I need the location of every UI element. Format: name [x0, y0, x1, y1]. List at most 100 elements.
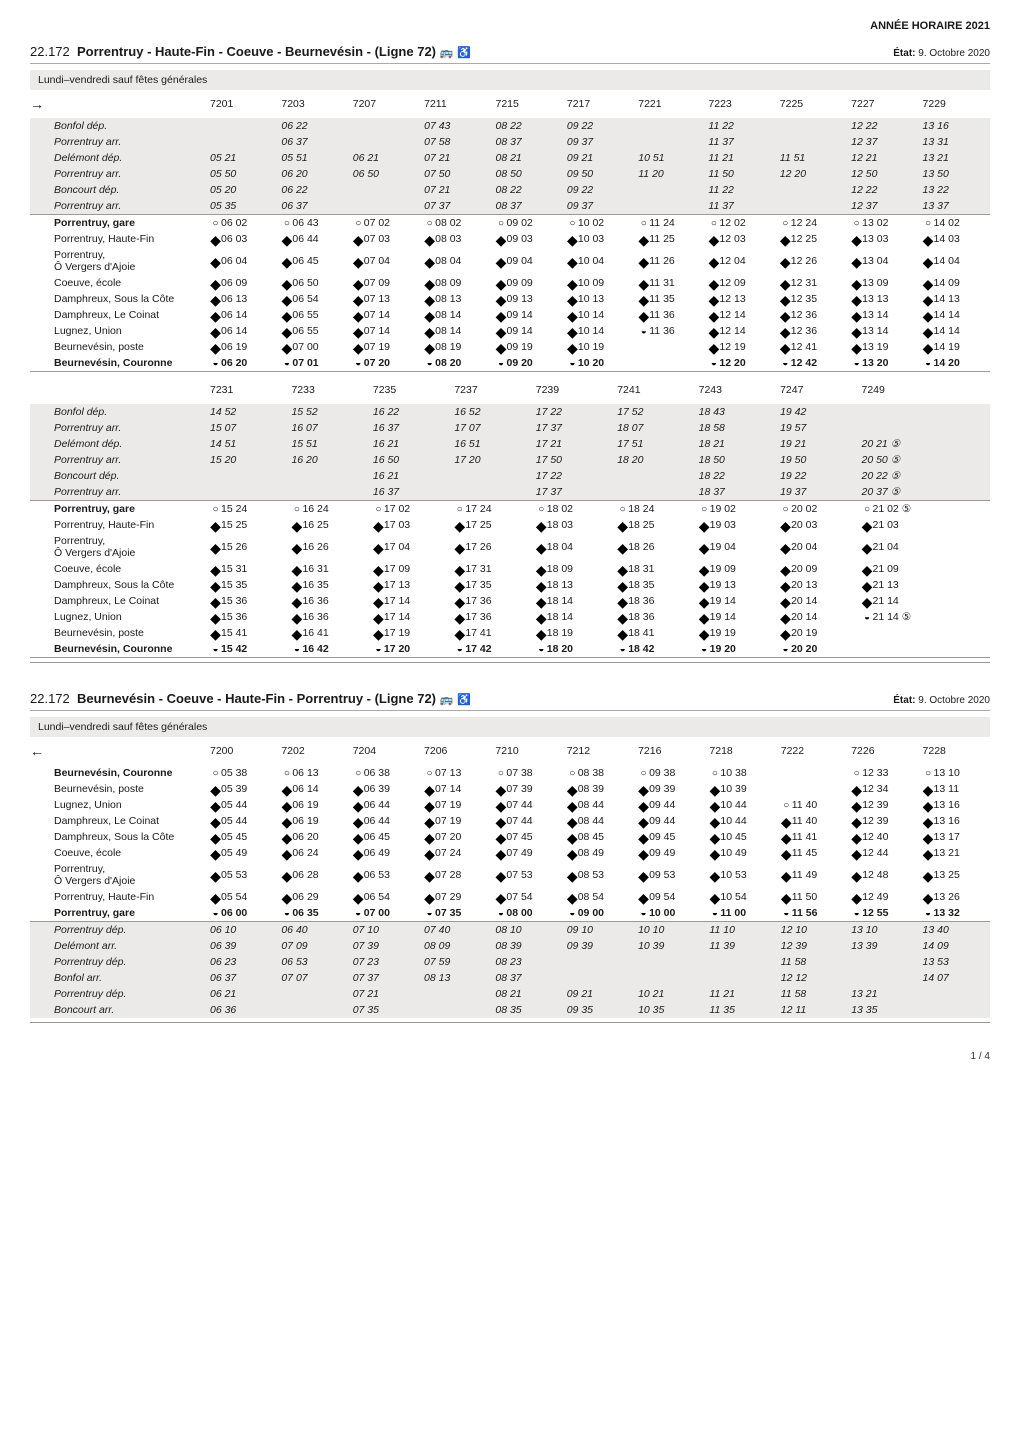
stop-name: Damphreux, Le Coinat	[46, 593, 206, 609]
time-cell	[634, 134, 704, 150]
stop-dot-icon: ◆	[862, 581, 873, 591]
time-cell	[961, 484, 975, 501]
time-cell: ◆19 14	[695, 609, 776, 625]
stop-dot-icon: ◆	[210, 327, 221, 337]
time-cell	[961, 533, 975, 561]
time-cell: ◆18 31	[613, 561, 694, 577]
time-cell: ◆19 14	[695, 593, 776, 609]
trip-header: 7202	[277, 737, 348, 765]
stop-dot-icon: ◆	[923, 849, 934, 859]
time-cell: ◆07 03	[349, 231, 420, 247]
time-cell: ◆12 19	[704, 339, 775, 355]
time-cell: ◆08 53	[563, 861, 634, 889]
circle-half-icon: ◒	[210, 644, 221, 655]
table-row: Beurnevésin, Couronne○05 38○06 13○06 38○…	[30, 765, 990, 781]
time-cell: ◆18 25	[613, 517, 694, 533]
time-cell: 11 21	[704, 150, 775, 166]
table-row: Damphreux, Sous la Côte◆05 45◆06 20◆06 4…	[30, 829, 990, 845]
stop-dot-icon: ◆	[780, 629, 791, 639]
time-cell: ○21 02 ⑤	[858, 501, 962, 518]
stop-dot-icon: ◆	[567, 311, 578, 321]
stop-dot-icon: ◆	[353, 295, 364, 305]
route-header-fwd: 22.172 Porrentruy - Haute-Fin - Coeuve -…	[30, 44, 990, 64]
trip-header: 7243	[695, 376, 776, 404]
stop-dot-icon: ◆	[851, 327, 862, 337]
time-cell: 07 21	[349, 986, 420, 1002]
route-title-rev: 22.172 Beurnevésin - Coeuve - Haute-Fin …	[30, 691, 471, 706]
time-cell: ◆12 13	[704, 291, 775, 307]
time-cell: 18 20	[613, 452, 694, 468]
time-cell: 13 50	[919, 166, 990, 182]
time-cell: ◒06 00	[206, 905, 277, 922]
stop-dot-icon: ◆	[424, 295, 435, 305]
time-cell: ◆05 53	[206, 861, 277, 889]
time-cell: ◆06 44	[349, 813, 420, 829]
stop-dot-icon: ◆	[353, 817, 364, 827]
stop-name: Beurnevésin, poste	[46, 625, 206, 641]
time-cell: 18 50	[695, 452, 776, 468]
table-row: Damphreux, Sous la Côte◆15 35◆16 35◆17 1…	[30, 577, 990, 593]
trip-header: 7249	[858, 376, 962, 404]
time-cell: ◆07 44	[491, 813, 562, 829]
time-cell: ◆12 34	[847, 781, 918, 797]
time-cell: ○10 02	[563, 215, 634, 232]
time-cell	[634, 182, 704, 198]
trip-header: 7200	[206, 737, 277, 765]
circle-hollow-icon: ○	[353, 768, 364, 779]
trip-header: 7221	[634, 90, 704, 118]
time-cell: 19 50	[776, 452, 857, 468]
time-cell: ◆06 19	[206, 339, 277, 355]
table-row: Beurnevésin, Couronne◒15 42◒16 42◒17 20◒…	[30, 641, 990, 658]
stop-name: Boncourt dép.	[46, 468, 206, 484]
table-row: Porrentruy dép.06 2107 2108 2109 2110 21…	[30, 986, 990, 1002]
stop-dot-icon: ◆	[281, 785, 292, 795]
stop-dot-icon: ◆	[536, 543, 547, 553]
time-cell: 16 20	[287, 452, 368, 468]
time-cell: 11 10	[705, 922, 776, 939]
time-cell: ◆05 54	[206, 889, 277, 905]
table-row: Boncourt arr.06 3607 3508 3509 3510 3511…	[30, 1002, 990, 1018]
time-cell	[206, 118, 277, 134]
stop-dot-icon: ◆	[281, 279, 292, 289]
stop-dot-icon: ◆	[424, 871, 435, 881]
trip-header: 7223	[704, 90, 775, 118]
time-cell: ◆12 35	[776, 291, 847, 307]
stop-name: Porrentruy, Haute-Fin	[46, 231, 206, 247]
stop-dot-icon: ◆	[699, 597, 710, 607]
time-cell: ◆12 36	[776, 323, 847, 339]
time-cell: ◆16 36	[287, 609, 368, 625]
stop-dot-icon: ◆	[496, 279, 507, 289]
time-cell: ◆06 09	[206, 275, 277, 291]
stop-dot-icon: ◆	[210, 235, 221, 245]
stop-dot-icon: ◆	[862, 543, 873, 553]
stop-name: Bonfol arr.	[46, 970, 206, 986]
stop-dot-icon: ◆	[851, 295, 862, 305]
table-row: Damphreux, Le Coinat◆15 36◆16 36◆17 14◆1…	[30, 593, 990, 609]
time-cell: ◆12 49	[847, 889, 918, 905]
time-cell: ○17 24	[450, 501, 531, 518]
time-cell: ○12 33	[847, 765, 918, 781]
time-cell: ◆08 44	[563, 813, 634, 829]
stop-dot-icon: ◆	[291, 581, 302, 591]
time-cell: 17 20	[450, 452, 531, 468]
time-cell: ◆13 14	[847, 307, 918, 323]
stop-dot-icon: ◆	[281, 311, 292, 321]
circle-hollow-icon: ○	[454, 504, 465, 515]
time-cell: ◒08 00	[491, 905, 562, 922]
time-cell: 20 50 ⑤	[858, 452, 962, 468]
stop-dot-icon: ◆	[373, 521, 384, 531]
time-cell: ◒11 36	[634, 323, 704, 339]
time-cell: 09 50	[563, 166, 634, 182]
bus-icon: 🚌	[440, 694, 454, 706]
circle-half-icon: ◒	[424, 908, 435, 919]
time-cell: 07 21	[420, 150, 491, 166]
stop-dot-icon: ◆	[638, 817, 649, 827]
time-cell: 05 20	[206, 182, 277, 198]
time-cell: ◒16 42	[287, 641, 368, 658]
time-cell: ○06 43	[277, 215, 348, 232]
time-cell	[777, 781, 847, 797]
trip-header	[961, 376, 975, 404]
stop-name: Porrentruy arr.	[46, 484, 206, 501]
trip-header: 7215	[492, 90, 563, 118]
trip-header: 7212	[563, 737, 634, 765]
